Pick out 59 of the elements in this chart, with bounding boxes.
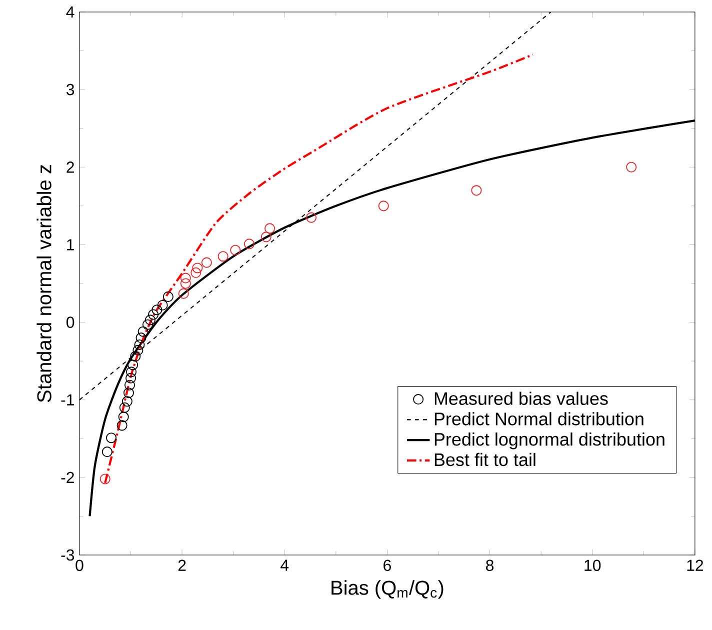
point (192, 262, 203, 274)
point (264, 223, 276, 234)
point (134, 340, 145, 350)
point (122, 396, 132, 407)
point (230, 244, 241, 256)
point (260, 232, 272, 242)
point (201, 257, 212, 268)
point (178, 288, 189, 299)
point (126, 366, 137, 378)
legend-label: Best fit to tail (434, 452, 536, 466)
point (244, 238, 255, 250)
point (102, 446, 112, 458)
y-tick-label: 4 (66, 6, 74, 18)
y-tick-label: -3 (61, 549, 74, 561)
x-tick-label: 12 (687, 560, 704, 571)
legend-label: Measured bias values (434, 392, 608, 405)
point (162, 291, 174, 302)
x-tick-label: 10 (584, 560, 601, 572)
y-axis-title: Standard normal variable z (36, 165, 52, 402)
point (144, 314, 156, 326)
point (180, 272, 191, 284)
point (130, 351, 141, 362)
point (138, 326, 148, 337)
y-tick-label: 2 (66, 162, 74, 173)
point (471, 185, 482, 196)
point (148, 309, 159, 320)
point (132, 344, 144, 356)
point (124, 380, 136, 390)
point (106, 432, 117, 444)
x-axis-title: Bias (Q$_{m}$/Q$_{c}$) (332, 580, 444, 599)
y-tick-label: 0 (66, 316, 74, 328)
x-tick-label: 8 (486, 560, 494, 572)
point (190, 267, 202, 278)
point (136, 332, 146, 344)
point (142, 319, 153, 330)
point (119, 402, 130, 413)
point (306, 212, 317, 223)
y-tick-label: -2 (61, 472, 74, 483)
x-tick-label: 6 (384, 560, 391, 572)
legend-label: Predict lognormal distribution (434, 432, 664, 450)
y-tick-label: -1 (61, 394, 74, 406)
point (378, 200, 389, 212)
point (116, 420, 128, 431)
x-tick-label: 0 (76, 560, 84, 572)
point (626, 162, 637, 172)
point (128, 360, 138, 370)
y-tick-label: 1 (67, 239, 74, 250)
point (125, 372, 136, 384)
legend-label: Predict Normal distribution (434, 412, 644, 426)
point (180, 278, 191, 289)
point (218, 251, 228, 262)
x-tick-label: 2 (178, 560, 186, 571)
point (100, 474, 110, 484)
point (118, 412, 129, 422)
point (123, 388, 134, 398)
x-tick-label: 4 (280, 560, 289, 571)
point (152, 304, 162, 316)
point (157, 300, 168, 310)
y-tick-label: 3 (66, 84, 74, 96)
